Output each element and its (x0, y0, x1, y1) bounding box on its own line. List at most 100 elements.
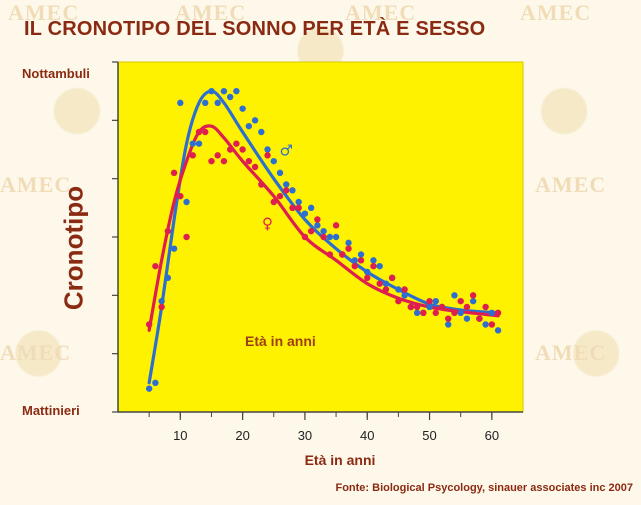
female-trend-line (147, 124, 500, 332)
male-data-point (258, 128, 265, 136)
male-data-point (270, 157, 277, 165)
male-data-point (351, 257, 358, 264)
male-data-point (208, 87, 215, 95)
x-tick-label: 60 (485, 428, 499, 443)
female-data-point (332, 222, 340, 229)
female-data-point (370, 262, 377, 270)
female-data-point (357, 257, 365, 264)
male-data-point (370, 257, 377, 264)
male-data-point (345, 239, 352, 247)
male-data-point (202, 99, 209, 107)
watermark: AMEC (8, 0, 80, 25)
female-data-point (270, 198, 277, 206)
y-bottom-label: Mattinieri (22, 403, 80, 418)
male-data-point (482, 321, 489, 328)
male-data-point (283, 181, 290, 188)
male-data-point (226, 93, 234, 101)
female-data-point (326, 251, 334, 258)
female-data-point (395, 297, 402, 305)
male-data-point (432, 297, 439, 305)
female-data-point (245, 157, 253, 165)
female-data-point (351, 262, 358, 270)
male-data-point (214, 99, 221, 107)
female-data-point (420, 309, 427, 317)
points (145, 87, 502, 392)
male-data-point (326, 233, 334, 241)
female-data-point (413, 303, 421, 311)
female-data-point (295, 204, 302, 212)
female-data-point (264, 152, 271, 159)
watermark: AMEC (0, 340, 72, 365)
male-data-point (413, 309, 421, 317)
source-citation: Fonte: Biological Psycology, sinauer ass… (335, 482, 633, 494)
female-data-point (376, 280, 383, 287)
male-data-point (195, 140, 203, 147)
female-symbol: ♀ (262, 214, 273, 232)
male-data-point (233, 87, 240, 95)
female-data-point (276, 192, 284, 200)
female-data-point (345, 245, 352, 252)
male-data-point (239, 105, 246, 112)
x-tick-label: 50 (422, 428, 436, 443)
female-data-point (457, 297, 464, 305)
watermark: AMEC (535, 172, 607, 197)
male-data-point (451, 292, 458, 299)
male-data-point (401, 292, 408, 299)
male-data-point (463, 315, 471, 322)
female-data-point (469, 292, 477, 299)
male-data-point (320, 227, 327, 235)
female-data-point (214, 152, 221, 159)
female-data-point (451, 309, 458, 317)
female-data-point (382, 286, 390, 293)
watermark: AMEC (0, 172, 72, 197)
female-data-point (177, 192, 184, 200)
male-data-point (332, 233, 340, 241)
female-data-point (339, 251, 346, 258)
x-tick-label: 20 (235, 428, 249, 443)
female-data-point (158, 303, 165, 311)
male-data-point (364, 268, 371, 276)
female-data-point (301, 233, 309, 241)
male-data-point (245, 122, 253, 130)
female-data-point (170, 169, 178, 177)
female-data-point (463, 303, 471, 311)
female-data-point (482, 303, 489, 311)
male-data-point (164, 274, 172, 282)
male-data-point (251, 117, 259, 124)
watermark: AMEC (520, 0, 592, 25)
axes: 10 20 30 40 50 60 (112, 61, 523, 443)
x-tick-label: 10 (173, 428, 187, 443)
male-data-point (158, 297, 165, 305)
female-data-point (438, 303, 446, 311)
watermark: AMEC (535, 340, 607, 365)
female-data-point (239, 146, 246, 153)
male-data-point (145, 385, 153, 392)
female-data-point (202, 128, 209, 136)
male-data-point (395, 286, 402, 293)
female-data-point (164, 227, 172, 235)
female-data-point (208, 157, 215, 165)
female-data-point (314, 216, 321, 223)
female-data-point (258, 181, 265, 188)
male-data-point (314, 222, 321, 229)
male-data-point (494, 327, 502, 334)
female-data-point (226, 146, 234, 153)
female-data-point (233, 140, 240, 147)
female-data-point (494, 309, 502, 317)
female-data-point (195, 128, 203, 136)
watermark: AMEC (345, 0, 417, 25)
female-data-point (426, 297, 433, 305)
female-data-point (289, 204, 296, 212)
page-title: IL CRONOTIPO DEL SONNO PER ETÀ E SESSO (24, 18, 486, 40)
male-data-point (357, 251, 365, 258)
female-data-point (407, 303, 415, 311)
male-trend-line (147, 89, 500, 385)
male-data-point (307, 204, 315, 212)
male-data-point (220, 87, 228, 95)
female-data-point (488, 321, 496, 328)
female-data-point (251, 163, 259, 171)
male-data-point (469, 297, 477, 305)
male-data-point (152, 379, 159, 387)
y-axis-title: Cronotipo (58, 185, 89, 311)
